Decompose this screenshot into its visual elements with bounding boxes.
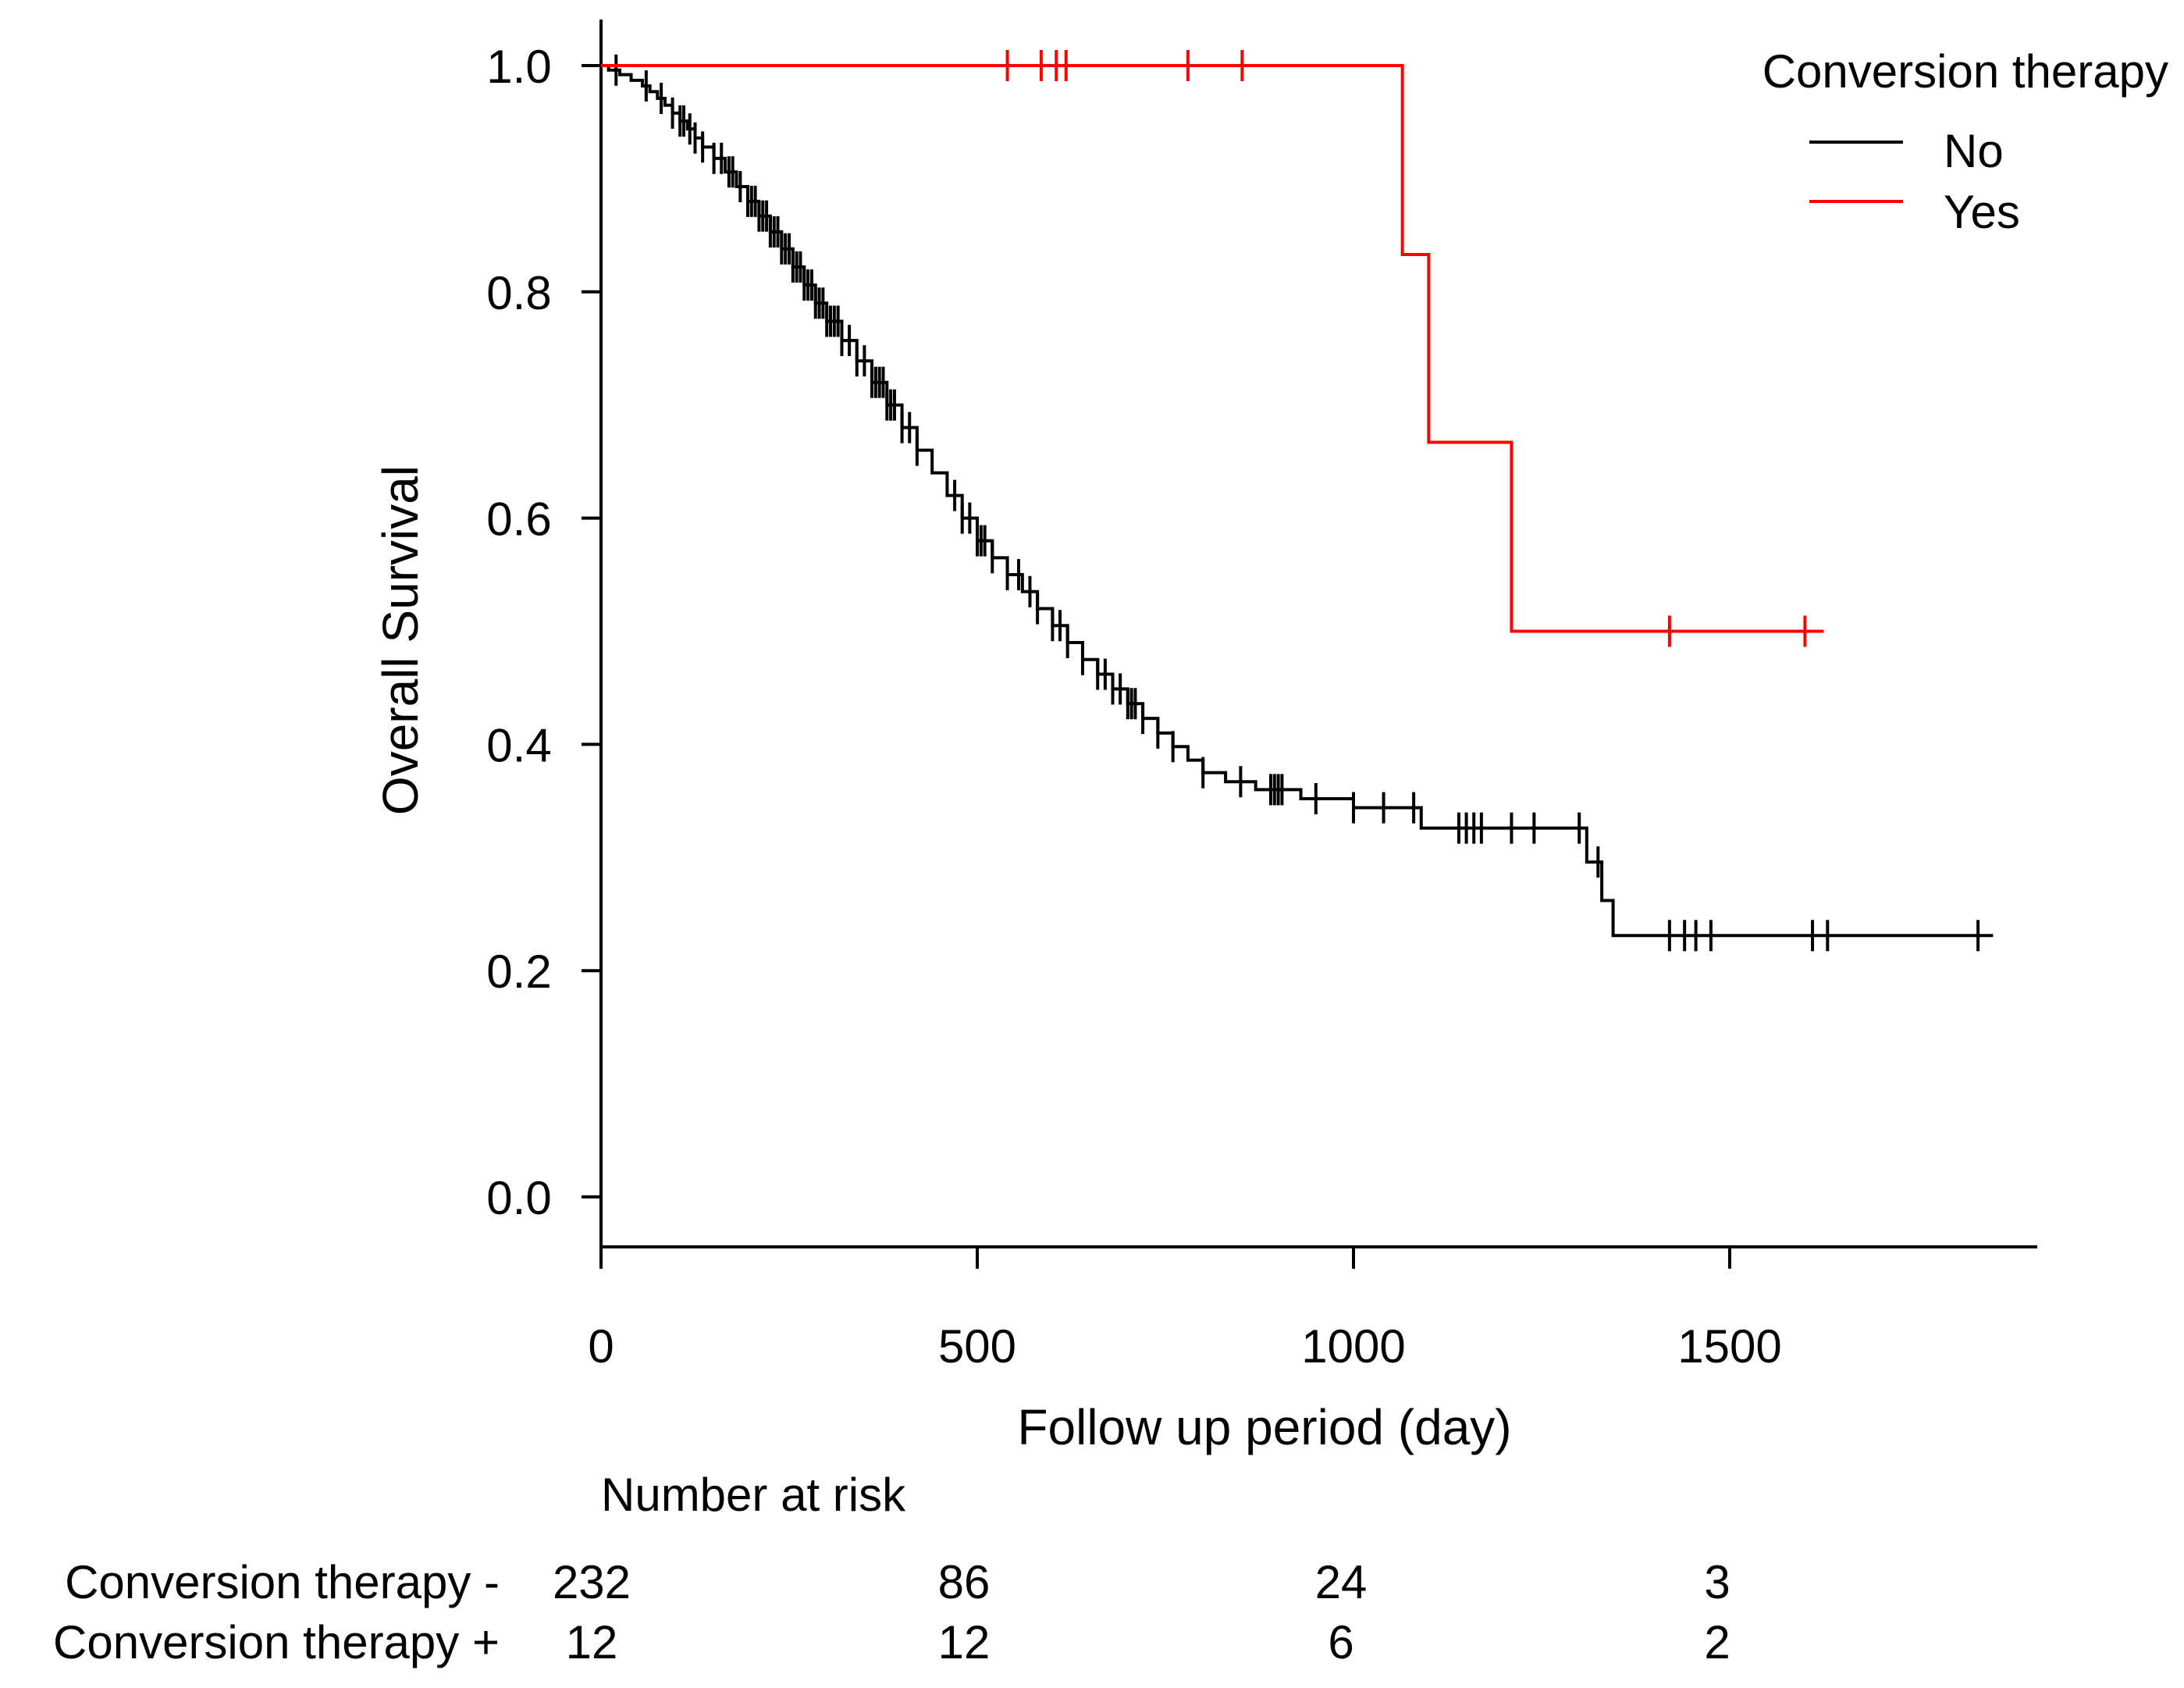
legend-label-yes: Yes <box>1944 186 2020 238</box>
x-axis-ticks: 0 500 1000 1500 <box>588 1247 1782 1373</box>
y-tick-label: 0.2 <box>486 945 551 998</box>
x-tick-label: 500 <box>938 1320 1016 1373</box>
legend-title: Conversion therapy <box>1762 45 2168 98</box>
y-tick-label: 1.0 <box>486 41 551 93</box>
y-tick-label: 0.6 <box>486 493 551 546</box>
x-tick-label: 1500 <box>1677 1320 1781 1373</box>
survival-curve-no <box>601 64 1994 938</box>
risk-table: Number at risk Conversion therapy - Conv… <box>53 1469 1730 1668</box>
y-tick-label: 0.0 <box>486 1172 551 1224</box>
x-tick-label: 1000 <box>1301 1320 1405 1373</box>
risk-value: 12 <box>566 1616 618 1668</box>
risk-value: 2 <box>1704 1616 1730 1668</box>
y-tick-label: 0.4 <box>486 719 551 771</box>
risk-value: 6 <box>1328 1616 1353 1668</box>
y-axis-label: Overall Survival <box>372 465 429 815</box>
series-no <box>601 54 1994 952</box>
y-axis-ticks: 0.0 0.2 0.4 0.6 0.8 1.0 <box>486 41 601 1224</box>
survival-curves <box>601 50 1994 952</box>
risk-value: 24 <box>1315 1556 1368 1608</box>
legend-label-no: No <box>1944 125 2004 177</box>
x-axis-label: Follow up period (day) <box>1017 1399 1511 1455</box>
x-tick-label: 0 <box>588 1320 614 1373</box>
risk-value: 232 <box>553 1556 631 1608</box>
series-yes <box>601 50 1824 647</box>
risk-value: 86 <box>938 1556 991 1608</box>
risk-value: 3 <box>1704 1556 1730 1608</box>
survival-curve-yes <box>601 64 1824 633</box>
risk-value: 12 <box>938 1616 991 1668</box>
legend: Conversion therapy No Yes <box>1762 45 2168 238</box>
risk-table-title: Number at risk <box>601 1469 906 1521</box>
risk-row-label-plus: Conversion therapy + <box>53 1616 500 1668</box>
y-tick-label: 0.8 <box>486 267 551 319</box>
risk-row-label-minus: Conversion therapy - <box>65 1556 500 1608</box>
